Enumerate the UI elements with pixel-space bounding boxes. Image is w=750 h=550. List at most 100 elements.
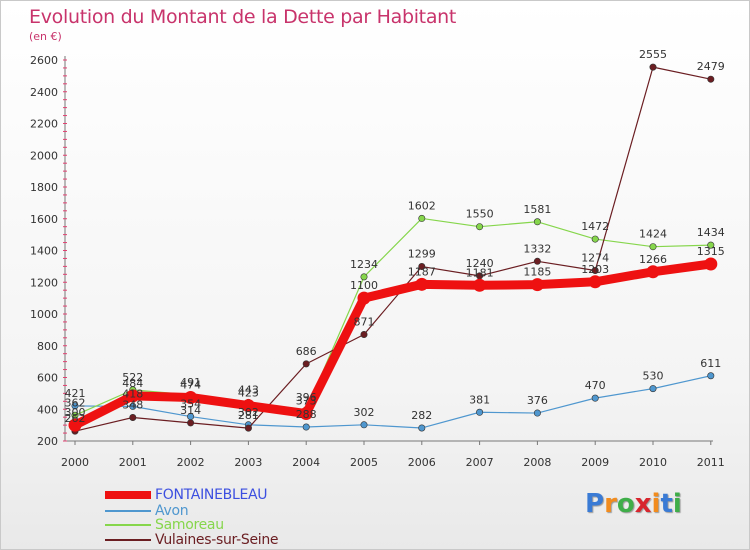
y-tick-label: 1600 (30, 213, 58, 226)
data-label: 1472 (581, 220, 609, 233)
data-point-fontainebleau (704, 257, 718, 271)
legend-label: FONTAINEBLEAU (155, 487, 268, 503)
data-point-avon (302, 423, 310, 431)
series-line-fontainebleau (70, 259, 716, 430)
legend-swatch (105, 510, 151, 512)
data-point-fontainebleau (473, 278, 487, 292)
data-point-fontainebleau (184, 391, 198, 405)
data-label: 470 (585, 379, 606, 392)
data-point-samoreau (591, 235, 599, 243)
logo-letter: o (616, 489, 635, 519)
data-label: 1602 (408, 199, 436, 212)
legend-label: Avon (155, 503, 189, 519)
y-tick-label: 400 (37, 403, 58, 416)
logo-letter: i (651, 489, 661, 519)
y-tick-label: 1200 (30, 276, 58, 289)
data-label: 1266 (639, 253, 667, 266)
data-label: 1581 (523, 203, 551, 216)
data-point-fontainebleau (126, 389, 140, 403)
data-label: 1274 (581, 252, 609, 265)
data-point-vulaines-sur-seine (129, 414, 137, 422)
legend-swatch (105, 539, 151, 541)
data-label: 1332 (523, 242, 551, 255)
data-label: 530 (643, 370, 664, 383)
data-point-avon (71, 402, 79, 410)
data-point-samoreau (418, 214, 426, 222)
data-point-fontainebleau (530, 278, 544, 292)
data-label: 282 (411, 409, 432, 422)
data-point-avon (418, 424, 426, 432)
data-label: 443 (238, 383, 259, 396)
x-tick-label: 2002 (177, 456, 205, 469)
data-point-samoreau (649, 243, 657, 251)
data-point-fontainebleau (68, 418, 82, 432)
data-label: 423 (238, 387, 259, 400)
data-point-vulaines-sur-seine (418, 263, 426, 271)
data-label: 354 (180, 398, 201, 411)
data-label: 1315 (697, 245, 725, 258)
data-label: 302 (354, 406, 375, 419)
data-point-samoreau (707, 241, 715, 249)
series-line-vulaines-sur-seine (74, 66, 712, 432)
data-point-vulaines-sur-seine (533, 257, 541, 265)
data-label: 281 (238, 409, 259, 422)
proxiti-logo: Proxiti (585, 489, 682, 519)
x-tick-label: 2010 (639, 456, 667, 469)
data-label: 1550 (466, 208, 494, 221)
y-tick-label: 200 (37, 435, 58, 448)
data-point-samoreau (533, 218, 541, 226)
logo-letter: P (585, 489, 605, 519)
series-line-samoreau (74, 217, 712, 416)
data-point-avon (707, 372, 715, 380)
data-label: 474 (180, 379, 201, 392)
data-label: 1234 (350, 258, 378, 271)
data-label: 1424 (639, 228, 667, 241)
data-label: 2479 (697, 60, 725, 73)
x-tick-label: 2001 (119, 456, 147, 469)
data-label: 300 (65, 406, 86, 419)
data-point-fontainebleau (357, 291, 371, 305)
data-label: 1100 (350, 279, 378, 292)
y-tick-label: 1800 (30, 181, 58, 194)
data-point-avon (649, 385, 657, 393)
data-point-avon (591, 394, 599, 402)
data-label: 396 (296, 391, 317, 404)
data-point-vulaines-sur-seine (360, 330, 368, 338)
x-tick-label: 2000 (61, 456, 89, 469)
data-label: 1240 (466, 257, 494, 270)
x-tick-label: 2011 (697, 456, 725, 469)
x-tick-label: 2006 (408, 456, 436, 469)
x-tick-label: 2007 (466, 456, 494, 469)
data-label: 373 (296, 395, 317, 408)
legend-swatch (105, 491, 151, 499)
data-label: 522 (122, 371, 143, 384)
data-point-samoreau (476, 223, 484, 231)
data-label: 1299 (408, 248, 436, 261)
x-tick-label: 2005 (350, 456, 378, 469)
data-point-vulaines-sur-seine (591, 267, 599, 275)
x-tick-label: 2009 (581, 456, 609, 469)
data-label: 484 (122, 377, 143, 390)
x-tick-label: 2008 (523, 456, 551, 469)
data-label: 362 (65, 396, 86, 409)
data-point-fontainebleau (588, 275, 602, 289)
legend-swatch (105, 524, 151, 526)
data-label: 314 (180, 404, 201, 417)
x-tick-label: 2004 (292, 456, 320, 469)
y-tick-label: 2000 (30, 149, 58, 162)
y-tick-label: 1400 (30, 245, 58, 258)
series-line-avon (74, 375, 712, 429)
data-point-fontainebleau (646, 265, 660, 279)
chart-unit: (en €) (29, 30, 62, 43)
data-point-avon (360, 421, 368, 429)
data-label: 348 (122, 399, 143, 412)
y-tick-label: 800 (37, 340, 58, 353)
logo-letter: r (604, 489, 617, 519)
data-point-avon (533, 409, 541, 417)
logo-letter: t (660, 489, 673, 519)
data-label: 1181 (466, 266, 494, 279)
data-point-fontainebleau (415, 277, 429, 291)
legend-label: Samoreau (155, 517, 224, 533)
